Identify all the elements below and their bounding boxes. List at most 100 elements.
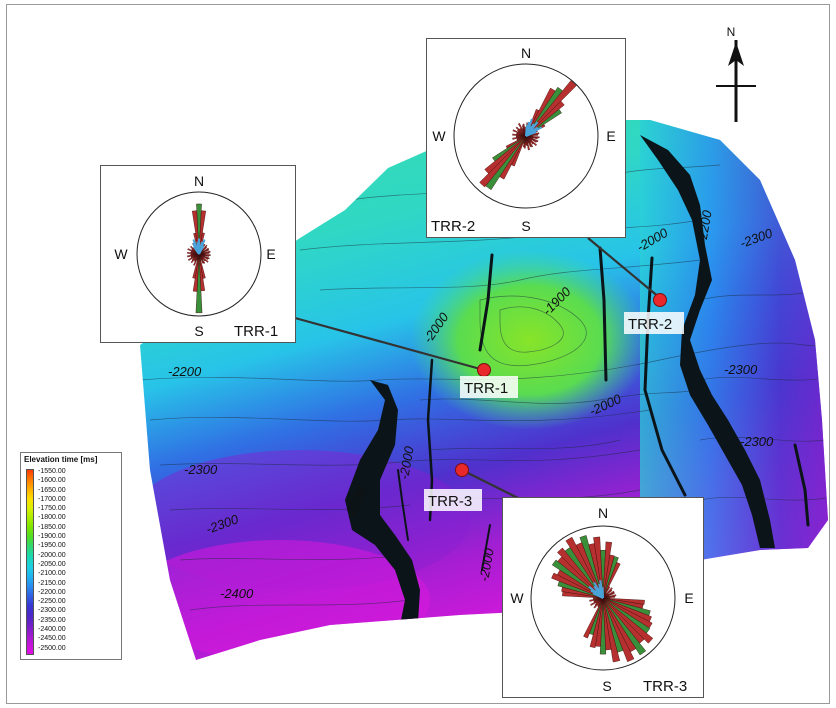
rose-petal <box>525 135 530 151</box>
contour-label: -2300 <box>740 434 774 449</box>
well-label-trr2: TRR-2 <box>628 316 672 333</box>
fault-zone-east <box>640 135 775 548</box>
rose-petal <box>525 135 534 148</box>
rose-petal <box>590 597 604 606</box>
rose-caption: TRR-3 <box>643 678 687 695</box>
rose-petal <box>602 597 635 662</box>
well-markers <box>455 293 667 477</box>
contour-label: -2000 <box>476 546 497 582</box>
compass-s: S <box>602 678 611 694</box>
rose-petal <box>602 594 617 599</box>
well-label-trr1: TRR-1 <box>464 380 508 397</box>
figure-frame <box>6 4 830 704</box>
legend-value: -1950.00 <box>38 542 66 550</box>
rose-petal <box>196 203 202 255</box>
compass-n: N <box>521 45 531 61</box>
legend-labels: -1550.00 -1600.00 -1650.00 -1700.00 -1750.00… <box>38 467 118 653</box>
rose-petal <box>525 135 528 146</box>
contour-label: -2400 <box>220 586 254 601</box>
well-marker-trr3[interactable] <box>455 463 469 477</box>
rose-petal <box>198 253 204 264</box>
rose-petal <box>525 80 577 137</box>
leader-line-trr2 <box>587 237 661 299</box>
legend-title: Elevation time [ms] <box>24 455 98 464</box>
legend-value: -2400.00 <box>38 626 66 634</box>
legend-value: -1700.00 <box>38 495 66 503</box>
rose-petal <box>512 135 527 140</box>
rose-petal <box>492 135 527 162</box>
rose-petal <box>505 135 527 149</box>
compass-e: E <box>606 128 615 144</box>
legend-value: -1650.00 <box>38 486 66 494</box>
rose-caption: TRR-2 <box>431 218 475 235</box>
color-legend: Elevation time [ms] -1550.00 -1600.00 -165… <box>20 452 122 660</box>
rose-petal <box>599 597 607 655</box>
rose-petal <box>198 252 210 255</box>
rose-diagram-trr2: N E S W TRR-2 <box>426 38 626 238</box>
rose-petal <box>593 597 604 603</box>
north-arrow-label: N <box>727 25 736 39</box>
contour-label: -2000 <box>396 444 417 480</box>
rose-petal <box>522 123 527 137</box>
legend-value: -1900.00 <box>38 533 66 541</box>
legend-value: -2100.00 <box>38 570 66 578</box>
well-labels: TRR-1 TRR-2 TRR-3 <box>424 312 684 511</box>
rose-petal <box>516 135 527 141</box>
compass-w: W <box>510 590 524 606</box>
compass-n: N <box>598 505 608 521</box>
rose-petal <box>187 253 200 261</box>
rose-petal <box>198 250 211 255</box>
legend-value: -1800.00 <box>38 514 66 522</box>
legend-value: -1550.00 <box>38 468 66 475</box>
legend-value: -2150.00 <box>38 579 66 587</box>
compass-n: N <box>194 173 204 189</box>
legend-value: -1750.00 <box>38 505 66 513</box>
rose-petal <box>579 535 604 599</box>
leader-line-trr1 <box>294 316 485 372</box>
legend-value: -1850.00 <box>38 523 66 531</box>
compass-w: W <box>432 128 446 144</box>
contour-label: -2200 <box>694 208 715 244</box>
well-marker-trr2[interactable] <box>653 293 667 307</box>
rose-petal <box>525 135 532 148</box>
rose-petal <box>198 248 210 255</box>
rose-inner-petal <box>525 131 537 137</box>
rose-diagram-trr1: N E S W TRR-1 <box>100 165 296 343</box>
rose-petal <box>602 590 615 599</box>
legend-value: -2300.00 <box>38 607 66 615</box>
compass-e: E <box>266 246 275 262</box>
rose-caption: TRR-1 <box>234 323 278 340</box>
contour-label: -2300 <box>184 462 218 477</box>
rose-petal <box>602 597 654 644</box>
legend-value: -2250.00 <box>38 598 66 606</box>
legend-color-bar <box>26 469 34 655</box>
contour-label: -2200 <box>168 364 202 379</box>
rose-petal <box>198 253 206 264</box>
legend-value: -2350.00 <box>38 616 66 624</box>
legend-value: -2000.00 <box>38 551 66 559</box>
contour-label: -2300 <box>724 362 758 377</box>
north-arrow-icon <box>728 42 744 66</box>
rose-petal <box>525 100 565 137</box>
rose-petal <box>484 135 527 174</box>
legend-value: -2050.00 <box>38 560 66 568</box>
rose-petal <box>517 122 527 137</box>
rose-inner-petal <box>198 245 205 255</box>
compass-w: W <box>114 246 128 262</box>
fault-zone-west <box>345 380 420 625</box>
north-arrow: N <box>716 25 756 122</box>
compass-s: S <box>194 323 203 339</box>
rose-petal <box>602 562 621 599</box>
rose-petal <box>602 595 616 599</box>
rose-petal <box>198 247 209 255</box>
rose-petal <box>557 547 604 599</box>
well-marker-trr1[interactable] <box>477 363 491 377</box>
rose-petal <box>589 597 604 602</box>
rose-petal <box>187 253 200 258</box>
rose-petal <box>479 135 527 188</box>
rose-petal <box>602 597 621 663</box>
rose-diagram-trr3: N E S W TRR-3 <box>502 497 704 698</box>
rose-petal <box>583 597 604 639</box>
